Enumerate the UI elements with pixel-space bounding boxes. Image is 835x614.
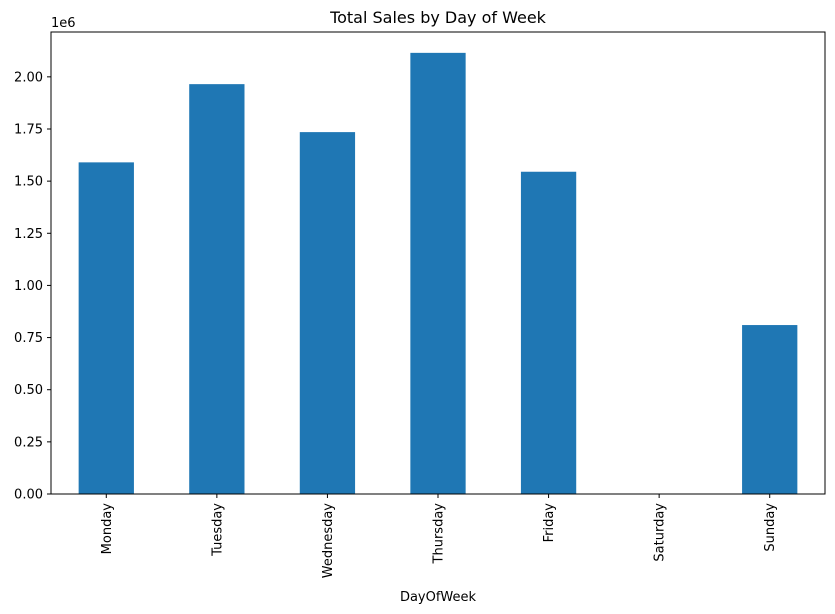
y-tick-label: 2.00	[14, 70, 43, 85]
chart-title: Total Sales by Day of Week	[329, 8, 547, 27]
y-tick-label: 0.75	[14, 331, 43, 346]
y-axis-ticks: 0.00 0.25 0.50 0.75 1.00 1.25 1.50 1.75 2.00	[14, 70, 51, 503]
bar-tuesday	[189, 84, 245, 494]
x-tick-label: Monday	[100, 503, 115, 555]
bar-sunday	[742, 325, 798, 494]
bar-thursday	[410, 52, 466, 494]
y-tick-label: 1.50	[14, 175, 43, 190]
y-axis-offset-label: 1e6	[51, 16, 76, 31]
y-tick-label: 0.00	[14, 488, 43, 503]
bars-group	[78, 52, 798, 495]
x-axis-label: DayOfWeek	[400, 590, 477, 605]
x-tick-label: Tuesday	[210, 503, 225, 557]
x-tick-label: Sunday	[763, 503, 778, 552]
bar-wednesday	[299, 132, 356, 495]
y-tick-label: 0.50	[14, 383, 43, 398]
x-tick-label: Thursday	[432, 503, 447, 565]
x-tick-label: Saturday	[653, 503, 668, 562]
y-tick-label: 1.00	[14, 279, 43, 294]
x-tick-label: Friday	[542, 503, 557, 543]
x-tick-label: Wednesday	[321, 503, 336, 579]
bar-monday	[78, 162, 134, 494]
y-tick-label: 0.25	[14, 435, 43, 450]
bar-friday	[520, 171, 577, 494]
y-tick-label: 1.75	[14, 122, 43, 137]
y-tick-label: 1.25	[14, 227, 43, 242]
x-axis-ticks: Monday Tuesday Wednesday Thursday Friday Satu…	[100, 494, 778, 578]
plot-frame	[50, 31, 826, 495]
